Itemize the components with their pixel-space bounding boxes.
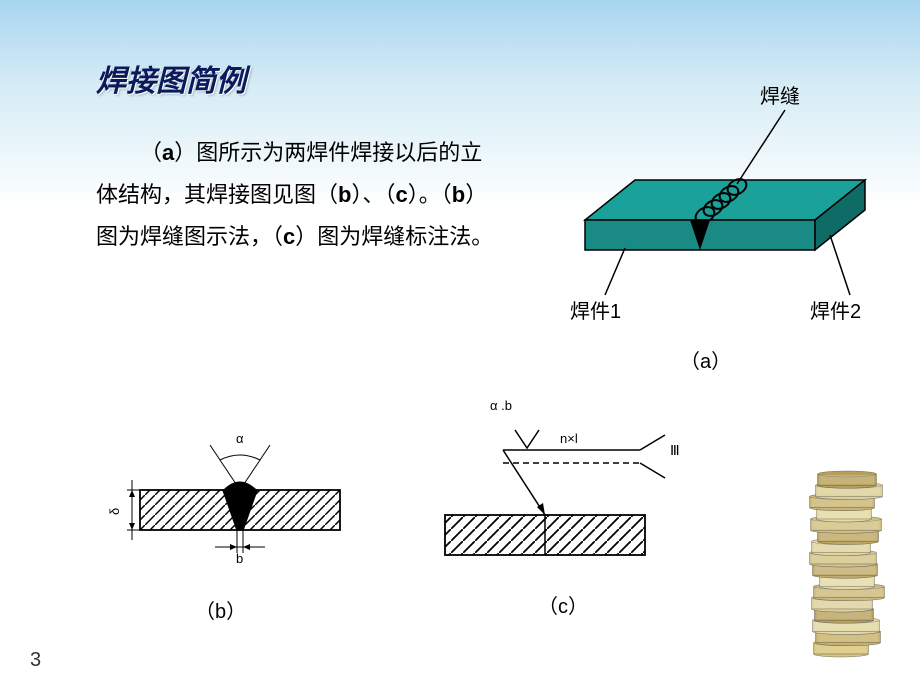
caption-c: （c） — [538, 590, 588, 619]
txt: ）、（ — [351, 182, 395, 207]
delta-sym: δ — [107, 508, 122, 515]
leader-part1 — [605, 248, 625, 295]
label-part2: 焊件2 — [810, 295, 861, 324]
caption-b: （b） — [195, 595, 246, 624]
leader-part2 — [830, 235, 850, 295]
ref-a: a — [162, 140, 174, 165]
ref-b: b — [338, 182, 351, 207]
caption-a: （a） — [680, 345, 731, 374]
ref-b2: b — [452, 182, 465, 207]
ref-c: c — [395, 182, 407, 207]
body-paragraph: （a）图所示为两焊件焊接以后的立体结构，其焊接图见图（b）、（c）。（b）图为焊… — [96, 132, 496, 257]
page-number: 3 — [30, 649, 41, 672]
txt: ）。（ — [408, 182, 452, 207]
alpha-b-text: α .b — [490, 398, 512, 413]
txt: ）图为焊缝标注法。 — [295, 224, 493, 249]
figure-a — [555, 70, 885, 370]
leader-seam — [737, 110, 785, 184]
txt: （ — [140, 140, 162, 165]
slide-title: 焊接图简例 — [96, 56, 246, 100]
b-sym: b — [236, 551, 243, 566]
label-part1: 焊件1 — [570, 295, 621, 324]
figure-c: α .b n×l Ⅲ — [415, 385, 705, 585]
alpha-sym: α — [236, 431, 244, 446]
book-stack-icon — [800, 470, 890, 660]
three-text: Ⅲ — [670, 442, 680, 458]
ref-c2: c — [283, 224, 295, 249]
label-weld-seam: 焊缝 — [760, 80, 800, 109]
nxl-text: n×l — [560, 431, 578, 446]
figure-b: α δ b — [95, 395, 355, 575]
